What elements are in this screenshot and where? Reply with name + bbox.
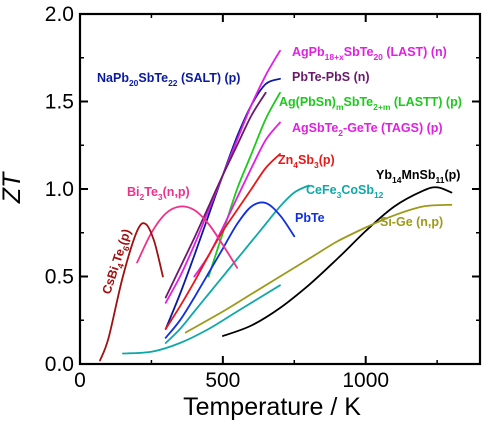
label-part: MnSb [401, 168, 435, 182]
series-line-8 [136, 205, 238, 269]
series-label-6: CeFe3CoSb12 [306, 183, 384, 200]
label-subscript: 4 [115, 262, 126, 270]
x-tick-label: 1000 [342, 369, 389, 392]
label-part: Ag(PbSn) [279, 95, 336, 109]
label-part: Sb [298, 153, 314, 167]
series-line-11 [184, 203, 453, 334]
x-axis-title: Temperature / K [183, 393, 361, 421]
series-label-7: PbTe [295, 211, 325, 225]
series-label-0: NaPb20SbTe22 (SALT) (p) [97, 71, 240, 88]
label-part: NaPb [97, 71, 129, 85]
y-tick-label: 1.0 [45, 178, 74, 201]
series-label-4: AgSbTe2-GeTe (TAGS) (p) [292, 121, 443, 138]
label-part: SbTe [344, 45, 374, 59]
series-line-7 [164, 201, 296, 339]
label-subscript: 20 [373, 52, 383, 62]
label-part: (p) [115, 227, 133, 247]
series-line-2 [164, 91, 267, 299]
label-part: Te [144, 185, 158, 199]
y-axis-title: ZT [0, 171, 26, 204]
label-part: Te [110, 247, 128, 264]
x-tick-label: 500 [205, 369, 240, 392]
label-part: -GeTe (TAGS) (p) [343, 121, 443, 135]
label-part: (n,p) [163, 185, 190, 199]
series-line-0 [164, 77, 281, 330]
label-part: (LASTT) (p) [390, 95, 462, 109]
series-line-12 [122, 284, 281, 355]
label-subscript: 18+x [325, 52, 344, 62]
series-labels-layer: NaPb20SbTe22 (SALT) (p)AgPb18+xSbTe20 (L… [97, 45, 462, 297]
label-part: SbTe [138, 71, 168, 85]
label-part: (p) [319, 153, 335, 167]
series-label-3: Ag(PbSn)mSbTe2+m (LASTT) (p) [279, 95, 462, 112]
label-part: AgSbTe [292, 121, 338, 135]
series-layer [99, 49, 453, 362]
label-part: SbTe [344, 95, 374, 109]
series-label-11: Si-Ge (n,p) [380, 215, 443, 229]
label-part: (LAST) (n) [383, 45, 447, 59]
label-subscript: 4 [293, 160, 298, 170]
series-label-1: AgPb18+xSbTe20 (LAST) (n) [292, 45, 447, 62]
series-label-10: Yb14MnSb11(p) [376, 168, 460, 185]
label-part: Yb [376, 168, 392, 182]
series-line-6 [164, 184, 310, 344]
series-line-9 [99, 222, 164, 362]
plot-frame [78, 12, 482, 366]
label-subscript: 3 [158, 192, 163, 202]
series-label-9: CsBi4Te6(p) [100, 227, 137, 297]
series-line-3 [207, 91, 281, 278]
label-subscript: 12 [374, 190, 384, 200]
label-part: PbTe [295, 211, 325, 225]
label-subscript: 2 [338, 128, 343, 138]
label-part: Si-Ge (n,p) [380, 215, 443, 229]
label-part: CeFe [306, 183, 337, 197]
label-subscript: 2+m [373, 102, 391, 112]
series-label-8: Bi2Te3(n,p) [127, 185, 190, 202]
chart-axes: 0 500 1000 0.0 0.5 1.0 1.5 2.0 [45, 3, 482, 392]
label-subscript: 3 [337, 190, 342, 200]
series-line-10 [222, 186, 453, 337]
label-subscript: 11 [435, 175, 444, 185]
y-tick-label: 1.5 [45, 91, 74, 114]
series-label-5: Zn4Sb3(p) [278, 153, 335, 170]
label-part: Bi [127, 185, 140, 199]
series-label-2: PbTe-PbS (n) [292, 70, 370, 84]
label-subscript: 20 [129, 78, 139, 88]
y-tick-label: 2.0 [45, 3, 74, 26]
label-subscript: 3 [314, 160, 319, 170]
series-line-5 [164, 153, 281, 330]
label-subscript: m [336, 102, 344, 112]
label-subscript: 6 [121, 244, 132, 252]
label-part: AgPb [292, 45, 325, 59]
label-part: Zn [278, 153, 293, 167]
label-part: (SALT) (p) [178, 71, 241, 85]
y-tick-label: 0.5 [45, 266, 74, 289]
x-tick-label: 0 [74, 369, 86, 392]
y-tick-label: 0.0 [45, 353, 74, 376]
label-part: CoSb [341, 183, 374, 197]
label-part: CsBi [100, 265, 122, 296]
label-part: PbTe-PbS (n) [292, 70, 370, 84]
label-subscript: 14 [392, 175, 402, 185]
label-subscript: 2 [140, 192, 145, 202]
label-part: (p) [444, 168, 460, 182]
label-subscript: 22 [168, 78, 178, 88]
